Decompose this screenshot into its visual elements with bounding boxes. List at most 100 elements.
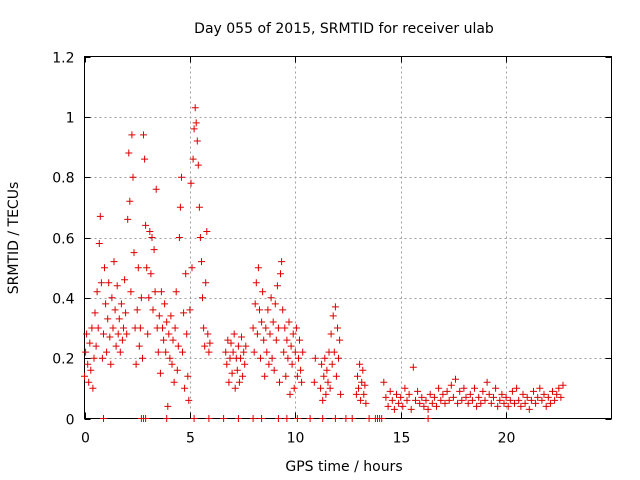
data-point (324, 378, 332, 386)
data-point (500, 399, 508, 407)
data-point (271, 300, 279, 308)
data-point (388, 396, 396, 404)
data-point (289, 330, 297, 338)
data-point (87, 366, 95, 374)
data-point (132, 360, 140, 368)
data-point (142, 221, 150, 229)
data-point (231, 384, 239, 392)
data-point (125, 149, 133, 157)
data-point (168, 360, 176, 368)
data-point (337, 390, 345, 398)
data-point (454, 399, 462, 407)
data-point (458, 396, 466, 404)
data-point (487, 399, 495, 407)
data-point (521, 399, 529, 407)
data-point (264, 306, 272, 314)
data-point (362, 399, 370, 407)
y-tick-label: 1.2 (52, 51, 74, 67)
data-point (519, 390, 527, 398)
data-point (405, 390, 413, 398)
data-point (515, 396, 523, 404)
data-point (464, 399, 472, 407)
data-point (288, 360, 296, 368)
data-point (445, 396, 453, 404)
data-point (334, 324, 341, 332)
data-point (395, 399, 403, 407)
data-point (331, 303, 339, 311)
data-point (223, 360, 231, 368)
data-point (428, 399, 436, 407)
data-point (226, 354, 234, 362)
data-point (160, 336, 168, 344)
data-point (492, 384, 500, 392)
data-point (195, 203, 203, 211)
data-point (88, 324, 96, 332)
data-point (273, 282, 281, 290)
data-point (274, 415, 282, 422)
data-point (481, 396, 489, 404)
data-point (471, 384, 478, 392)
data-point (319, 415, 327, 422)
data-point (163, 318, 171, 326)
data-point (239, 372, 247, 380)
data-point (134, 264, 142, 272)
data-point (94, 324, 102, 332)
data-point (114, 330, 122, 338)
data-point (549, 387, 556, 395)
data-point (490, 393, 497, 401)
data-point (112, 342, 120, 350)
data-point (227, 339, 235, 347)
data-point (155, 312, 163, 320)
data-point (260, 336, 268, 344)
data-point (205, 415, 213, 422)
data-point (129, 173, 137, 181)
data-point (238, 333, 245, 341)
data-point (142, 415, 150, 422)
data-point (318, 360, 326, 368)
data-point (139, 354, 146, 362)
data-point (280, 348, 288, 356)
data-point (527, 396, 535, 404)
data-point (103, 348, 111, 356)
data-point (228, 369, 236, 377)
data-point (186, 306, 194, 314)
data-point (559, 381, 567, 389)
data-point (441, 399, 449, 407)
data-point (152, 185, 160, 193)
data-point (98, 354, 106, 362)
data-point (536, 384, 544, 392)
chart-title: Day 055 of 2015, SRMTID for receiver ula… (194, 21, 494, 37)
data-point (137, 294, 145, 302)
data-point (331, 415, 339, 422)
data-point (357, 396, 365, 404)
y-tick-labels: 0 0.2 0.4 0.6 0.8 1 1.2 (52, 51, 74, 429)
data-point (319, 396, 327, 404)
data-point (170, 378, 178, 386)
data-point (110, 258, 118, 266)
data-point (266, 330, 274, 338)
data-point (473, 402, 481, 410)
data-point (164, 402, 172, 410)
data-point (420, 402, 428, 410)
data-point (277, 270, 284, 278)
y-tick-label: 0.8 (52, 171, 74, 187)
data-point (311, 354, 319, 362)
data-point (504, 402, 512, 410)
data-point (321, 354, 329, 362)
data-point (546, 399, 554, 407)
data-point (159, 324, 166, 332)
data-point (384, 402, 392, 410)
data-point (330, 348, 338, 356)
data-point (128, 131, 136, 139)
data-point (360, 390, 368, 398)
data-point (154, 348, 162, 356)
data-point (525, 405, 533, 413)
data-point (361, 381, 369, 389)
data-point (409, 363, 417, 371)
data-point (283, 336, 291, 344)
data-point (84, 360, 92, 368)
data-point (167, 312, 175, 320)
data-point (259, 288, 267, 296)
data-point (272, 336, 280, 344)
data-point (86, 339, 94, 347)
